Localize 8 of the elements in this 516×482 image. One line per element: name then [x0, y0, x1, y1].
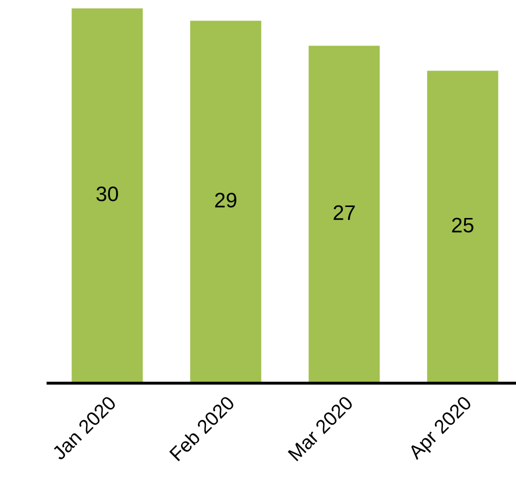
- bar: [308, 46, 380, 384]
- bar: [72, 8, 143, 384]
- data-label: 30: [96, 186, 118, 202]
- data-label: 25: [452, 218, 474, 233]
- data-label: 27: [334, 205, 355, 220]
- bar: [190, 20, 262, 384]
- bar: [427, 70, 498, 384]
- data-label: 29: [215, 192, 236, 208]
